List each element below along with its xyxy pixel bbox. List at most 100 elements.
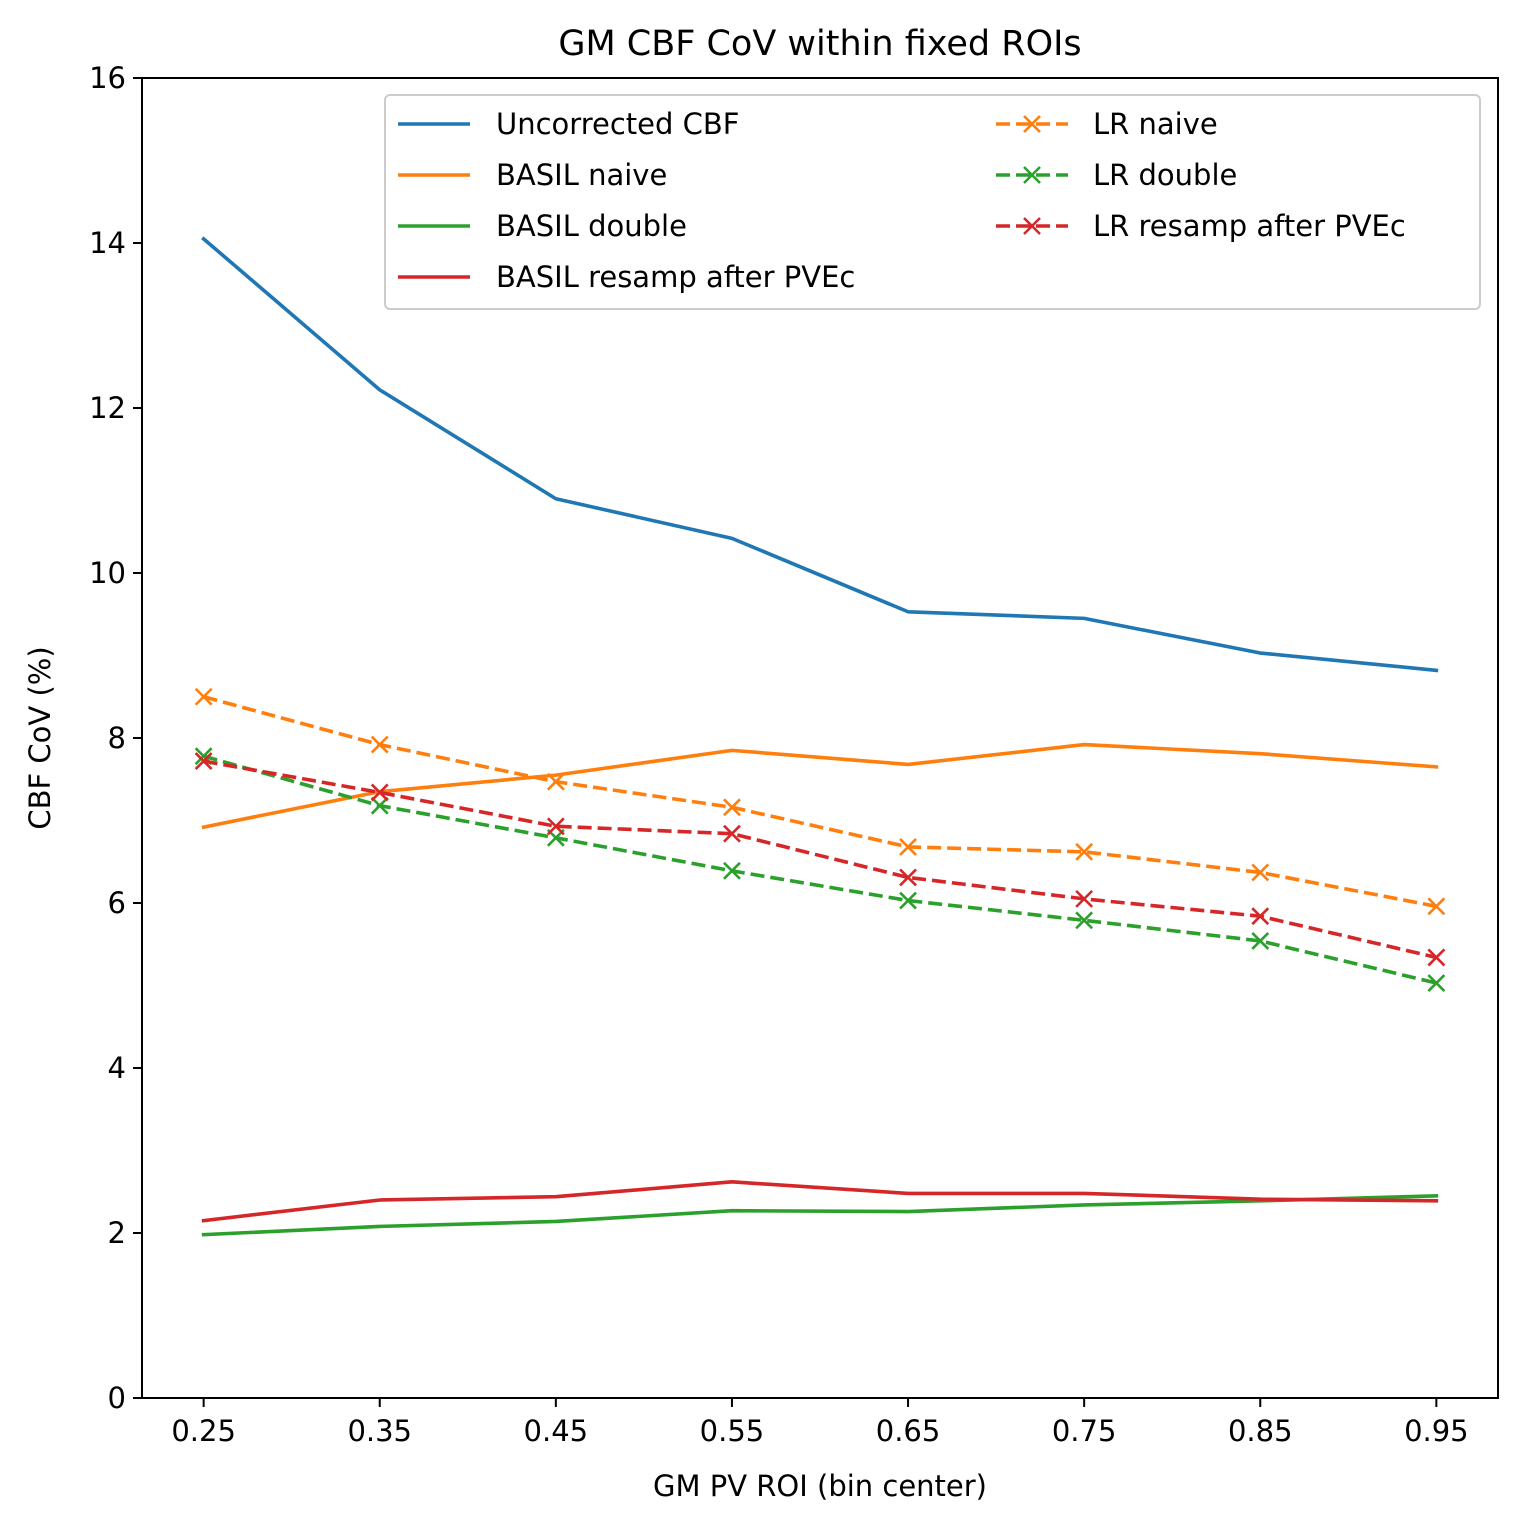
data-point xyxy=(1075,889,1094,908)
legend-label: LR naive xyxy=(1093,107,1218,141)
legend-item: BASIL naive xyxy=(398,158,667,192)
y-tick-label: 6 xyxy=(108,886,126,920)
series-line xyxy=(203,754,1437,985)
marker-stroke xyxy=(1023,115,1041,133)
x-tick-label: 0.25 xyxy=(171,1414,236,1448)
y-tick-label: 2 xyxy=(108,1216,126,1250)
legend-marker xyxy=(1023,166,1041,184)
series-lr-resamp-after-pvec xyxy=(194,752,1446,967)
x-axis-label: GM PV ROI (bin center) xyxy=(653,1469,987,1503)
marker-stroke xyxy=(1427,974,1446,992)
series-line xyxy=(201,236,1439,673)
y-tick-label: 12 xyxy=(89,391,126,425)
x-tick-label: 0.65 xyxy=(876,1414,941,1448)
marker-stroke xyxy=(1251,932,1270,950)
legend-label: BASIL naive xyxy=(496,158,667,192)
data-point xyxy=(1427,974,1446,992)
legend-item: LR naive xyxy=(996,107,1218,141)
marker-stroke xyxy=(723,824,741,843)
data-point xyxy=(899,891,917,910)
data-point xyxy=(370,796,389,815)
data-point xyxy=(899,837,917,856)
x-axis: 0.25 0.35 0.45 0.55 0.65 0.75 0.85 0.95 xyxy=(171,1398,1469,1448)
series-line xyxy=(201,742,1439,830)
marker-stroke xyxy=(194,687,213,706)
marker-stroke xyxy=(723,861,741,880)
series-lr-naive xyxy=(194,687,1446,916)
y-tick-label: 8 xyxy=(108,721,126,755)
y-tick-label: 10 xyxy=(89,556,126,590)
marker-stroke xyxy=(899,891,917,910)
x-tick-label: 0.95 xyxy=(1404,1414,1469,1448)
legend-item: BASIL resamp after PVEc xyxy=(398,260,855,294)
x-tick-label: 0.55 xyxy=(700,1414,765,1448)
series-line xyxy=(203,695,1437,909)
data-point xyxy=(899,868,917,887)
series-basil-double xyxy=(201,1194,1439,1237)
marker-stroke xyxy=(1023,166,1041,184)
data-point xyxy=(1427,897,1446,916)
legend-label: Uncorrected CBF xyxy=(496,107,739,141)
marker-stroke xyxy=(899,837,917,856)
data-point xyxy=(1075,911,1094,930)
marker-stroke xyxy=(723,798,741,817)
series-basil-naive xyxy=(201,742,1439,830)
legend-item: BASIL double xyxy=(398,209,687,243)
legend-label: BASIL resamp after PVEc xyxy=(496,260,855,294)
data-point xyxy=(370,735,389,754)
legend-marker xyxy=(1023,217,1041,235)
data-point xyxy=(1251,863,1270,882)
marker-stroke xyxy=(370,796,389,815)
legend-box xyxy=(384,94,1481,310)
series-line xyxy=(201,1194,1439,1237)
data-point xyxy=(546,772,565,791)
marker-stroke xyxy=(1023,217,1041,235)
data-point xyxy=(723,824,741,843)
y-tick-label: 0 xyxy=(108,1381,126,1415)
data-point xyxy=(370,783,389,802)
series-basil-resamp-after-pvec xyxy=(201,1180,1439,1223)
marker-stroke xyxy=(1251,863,1270,882)
marker-stroke xyxy=(1427,897,1446,916)
plot-area xyxy=(194,236,1446,1237)
marker-stroke xyxy=(194,747,213,766)
x-tick-label: 0.35 xyxy=(347,1414,412,1448)
x-tick-label: 0.45 xyxy=(524,1414,589,1448)
data-point xyxy=(1251,932,1270,950)
legend-item: LR double xyxy=(996,158,1237,192)
data-point xyxy=(546,817,565,836)
y-tick-label: 4 xyxy=(108,1051,126,1085)
marker-stroke xyxy=(370,783,389,802)
legend-label: LR double xyxy=(1093,158,1237,192)
x-tick-label: 0.85 xyxy=(1228,1414,1293,1448)
marker-stroke xyxy=(194,752,213,771)
y-tick-label: 14 xyxy=(89,226,126,260)
marker-stroke xyxy=(899,868,917,887)
series-lr-double xyxy=(194,747,1446,992)
legend-item: LR resamp after PVEc xyxy=(996,209,1406,243)
marker-stroke xyxy=(546,772,565,791)
data-point xyxy=(194,687,213,706)
marker-stroke xyxy=(1427,948,1446,967)
data-point xyxy=(723,861,741,880)
data-point xyxy=(194,752,213,771)
y-tick-label: 16 xyxy=(89,61,126,95)
marker-stroke xyxy=(1251,907,1270,926)
marker-stroke xyxy=(370,735,389,754)
x-tick-label: 0.75 xyxy=(1052,1414,1117,1448)
data-point xyxy=(1251,907,1270,926)
data-point xyxy=(1075,842,1094,861)
chart-title: GM CBF CoV within fixed ROIs xyxy=(558,24,1081,64)
legend-marker xyxy=(1023,115,1041,133)
marker-stroke xyxy=(1075,842,1094,861)
marker-stroke xyxy=(546,817,565,836)
legend-label: BASIL double xyxy=(496,209,687,243)
y-axis-label: CBF CoV (%) xyxy=(23,646,57,829)
series-uncorrected-cbf xyxy=(201,236,1439,673)
legend-item: Uncorrected CBF xyxy=(398,107,739,141)
series-line xyxy=(201,1180,1439,1223)
y-axis: 0 2 4 6 8 10 12 14 16 xyxy=(89,61,142,1415)
marker-stroke xyxy=(1075,889,1094,908)
